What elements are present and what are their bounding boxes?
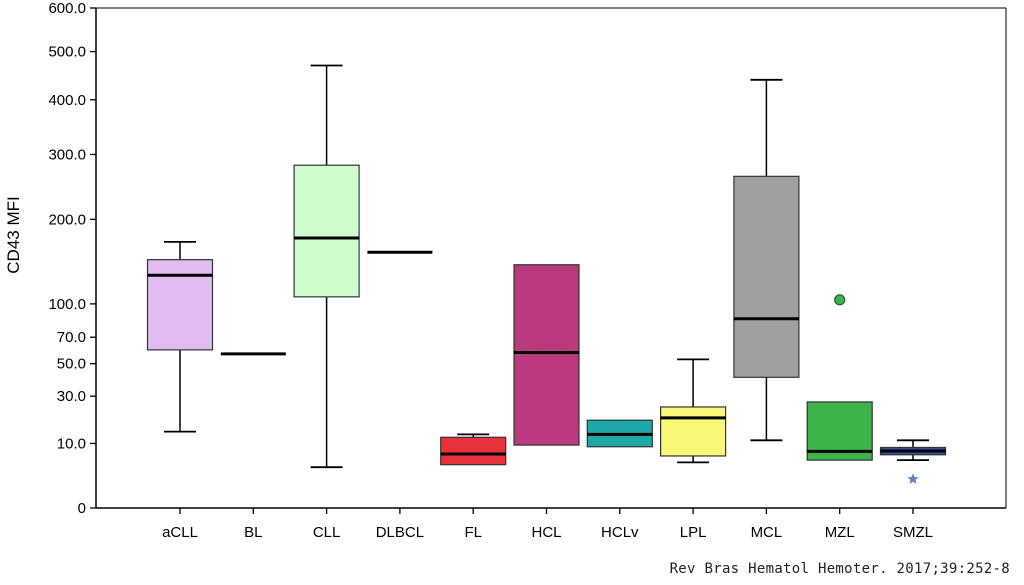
y-tick-label: 100.0	[48, 296, 86, 313]
box-mcl	[733, 78, 800, 442]
box-series	[146, 64, 947, 484]
y-tick-label: 30.0	[57, 388, 86, 405]
y-tick-label: 50.0	[57, 356, 86, 373]
y-tick-label: 0	[78, 500, 86, 517]
iqr-box	[146, 259, 214, 351]
x-tick-label: HCLv	[601, 524, 639, 541]
x-axis: aCLL BL CLL DLBCL FL HCL HCLv LPL MCL MZL SMZL	[162, 508, 933, 541]
box-hclv	[586, 419, 653, 448]
y-axis: 0 10.0 30.0 50.0 70.0 100.0 200.0 300.0 400.0 500…	[48, 0, 96, 517]
iqr-box	[513, 264, 580, 446]
y-tick-label: 200.0	[48, 211, 86, 228]
x-tick-label: BL	[244, 524, 262, 541]
y-tick-label: 600.0	[48, 0, 86, 17]
box-lpl	[659, 358, 727, 464]
y-tick-label: 500.0	[48, 44, 86, 61]
y-tick-label: 70.0	[57, 329, 86, 346]
plot-frame	[95, 7, 1007, 509]
citation: Rev Bras Hematol Hemoter. 2017;39:252-8	[669, 561, 1010, 577]
x-tick-label: LPL	[680, 524, 707, 541]
y-axis-title: CD43 MFI	[4, 196, 23, 273]
iqr-box	[733, 175, 800, 378]
box-hcl	[513, 264, 580, 446]
box-acll	[146, 240, 214, 433]
x-tick-label: CLL	[313, 524, 341, 541]
box-fl	[440, 433, 507, 466]
x-tick-label: SMZL	[893, 524, 933, 541]
iqr-box	[293, 164, 360, 298]
x-tick-label: FL	[464, 524, 482, 541]
y-tick-label: 10.0	[57, 435, 86, 452]
iqr-box	[659, 406, 727, 457]
iqr-box	[440, 436, 507, 466]
extreme-point	[907, 473, 919, 484]
box-smzl	[879, 439, 947, 484]
x-tick-label: MCL	[751, 524, 783, 541]
box-cll	[293, 64, 360, 469]
y-tick-label: 300.0	[48, 146, 86, 163]
x-tick-label: DLBCL	[376, 524, 424, 541]
y-tick-label: 400.0	[48, 92, 86, 109]
box-mzl	[806, 294, 873, 461]
x-tick-label: MZL	[825, 524, 855, 541]
x-tick-label: aCLL	[162, 524, 198, 541]
outlier-point	[834, 294, 846, 306]
x-tick-label: HCL	[531, 524, 561, 541]
